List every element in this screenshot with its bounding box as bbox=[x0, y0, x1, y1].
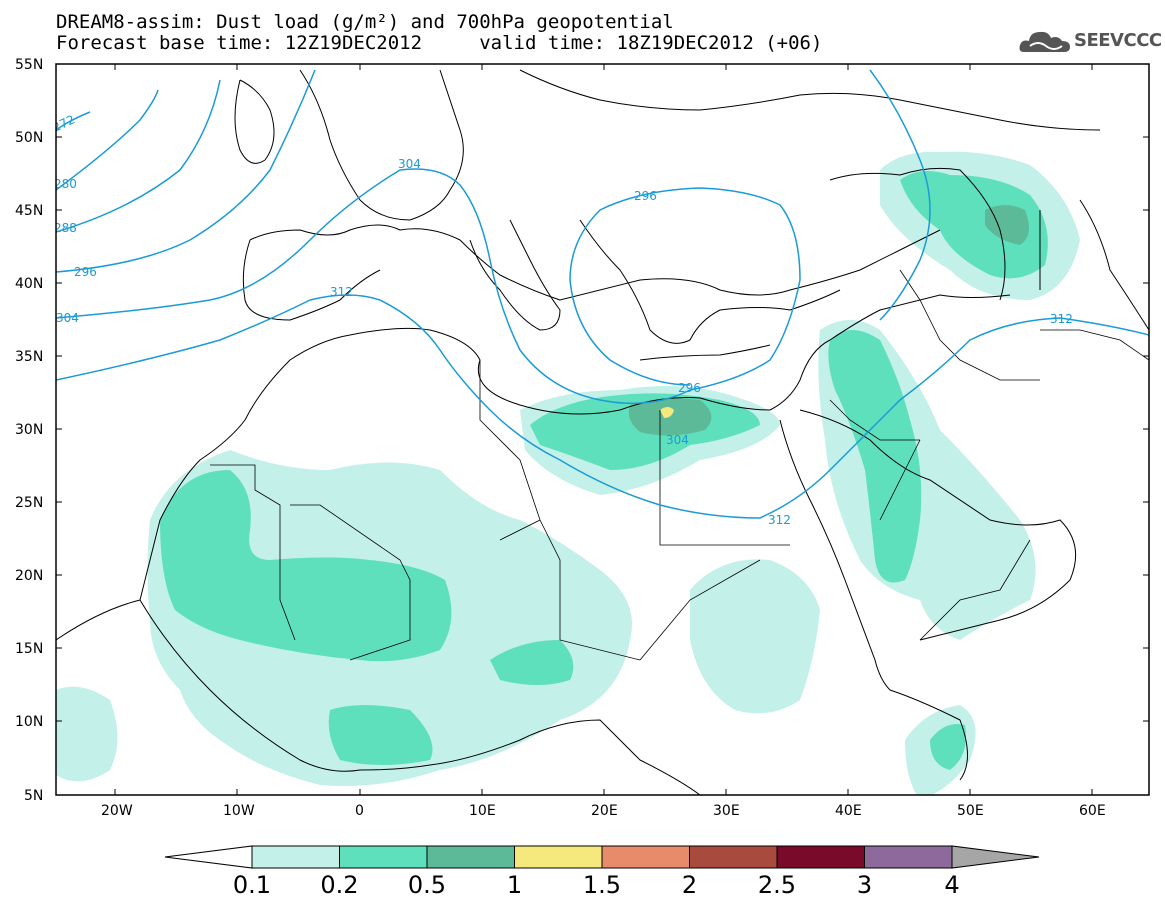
cloud-icon bbox=[1019, 31, 1070, 52]
lon-label-10e: 10E bbox=[469, 803, 496, 819]
lat-label-30n: 30N bbox=[15, 422, 43, 438]
lat-label-15n: 15N bbox=[15, 641, 43, 657]
lat-label-20n: 20N bbox=[15, 568, 43, 584]
dust-peak bbox=[660, 407, 674, 418]
lat-label-40n: 40N bbox=[15, 276, 43, 292]
contour-288 bbox=[56, 79, 221, 233]
contour-labels: 272 280 288 296 304 312 304 296 296 304 … bbox=[50, 112, 1073, 527]
contour-label-288: 288 bbox=[54, 221, 77, 235]
lon-label-30e: 30E bbox=[713, 803, 740, 819]
contour-label-296-west: 296 bbox=[74, 265, 97, 279]
contour-304-east bbox=[869, 69, 931, 321]
contour-label-304-west: 304 bbox=[56, 311, 79, 325]
colorbar bbox=[164, 845, 1040, 869]
colorbar-segment bbox=[864, 845, 953, 869]
contour-label-280: 280 bbox=[54, 177, 77, 191]
contour-label-296-south: 296 bbox=[678, 381, 701, 395]
dust-high bbox=[628, 205, 1029, 436]
lat-label-35n: 35N bbox=[15, 349, 43, 365]
lon-label-20w: 20W bbox=[101, 803, 133, 819]
contour-272 bbox=[56, 111, 91, 131]
colorbar-label: 4 bbox=[944, 871, 959, 899]
latitude-axis bbox=[56, 136, 1149, 722]
colorbar-segment bbox=[339, 845, 428, 869]
lat-label-50n: 50N bbox=[15, 130, 43, 146]
colorbar-label: 0.1 bbox=[233, 871, 271, 899]
lat-label-25n: 25N bbox=[15, 495, 43, 511]
colorbar-segment bbox=[251, 845, 340, 869]
lat-label-45n: 45N bbox=[15, 203, 43, 219]
colorbar-label: 0.5 bbox=[408, 871, 446, 899]
contour-280 bbox=[56, 89, 159, 191]
colorbar-segment bbox=[426, 845, 515, 869]
colorbar-label: 1 bbox=[507, 871, 522, 899]
contour-label-296-balkan: 296 bbox=[634, 189, 657, 203]
colorbar-segment bbox=[514, 845, 603, 869]
contour-312 bbox=[56, 294, 1149, 519]
geopotential-contours bbox=[56, 69, 1149, 519]
map-subtitle: Forecast base time: 12Z19DEC2012 valid t… bbox=[56, 32, 823, 54]
lon-label-20e: 20E bbox=[591, 803, 618, 819]
longitude-axis bbox=[114, 64, 1093, 795]
contour-296-west bbox=[56, 69, 316, 273]
colorbar-segment bbox=[776, 845, 865, 869]
contour-label-312-east: 312 bbox=[1050, 312, 1073, 326]
colorbar-label: 2.5 bbox=[758, 871, 796, 899]
lon-label-60e: 60E bbox=[1079, 803, 1106, 819]
lat-label-10n: 10N bbox=[15, 714, 43, 730]
colorbar-segment bbox=[601, 845, 690, 869]
colorbar-label: 2 bbox=[682, 871, 697, 899]
colorbar-label: 1.5 bbox=[583, 871, 621, 899]
contour-304-west bbox=[56, 168, 801, 405]
logo-text: SEEVCCC bbox=[1074, 30, 1162, 51]
contour-label-304-south: 304 bbox=[666, 433, 689, 447]
lon-label-10w: 10W bbox=[223, 803, 255, 819]
seevccc-logo: SEEVCCC bbox=[1018, 26, 1162, 56]
colorbar-arrow-right bbox=[951, 845, 1040, 869]
lon-label-40e: 40E bbox=[835, 803, 862, 819]
contour-label-312-west: 312 bbox=[330, 285, 353, 299]
lat-label-55n: 55N bbox=[15, 57, 43, 73]
lon-label-0: 0 bbox=[355, 803, 364, 819]
colorbar-arrow-left bbox=[164, 845, 253, 869]
contour-label-304-north: 304 bbox=[398, 157, 421, 171]
contour-label-272: 272 bbox=[50, 112, 77, 134]
colorbar-label: 3 bbox=[857, 871, 872, 899]
lat-label-5n: 5N bbox=[24, 788, 43, 804]
colorbar-label: 0.2 bbox=[320, 871, 358, 899]
colorbar-segment bbox=[689, 845, 778, 869]
contour-label-312-south: 312 bbox=[768, 513, 791, 527]
lon-label-50e: 50E bbox=[957, 803, 984, 819]
map-title: DREAM8-assim: Dust load (g/m²) and 700hP… bbox=[56, 11, 674, 33]
